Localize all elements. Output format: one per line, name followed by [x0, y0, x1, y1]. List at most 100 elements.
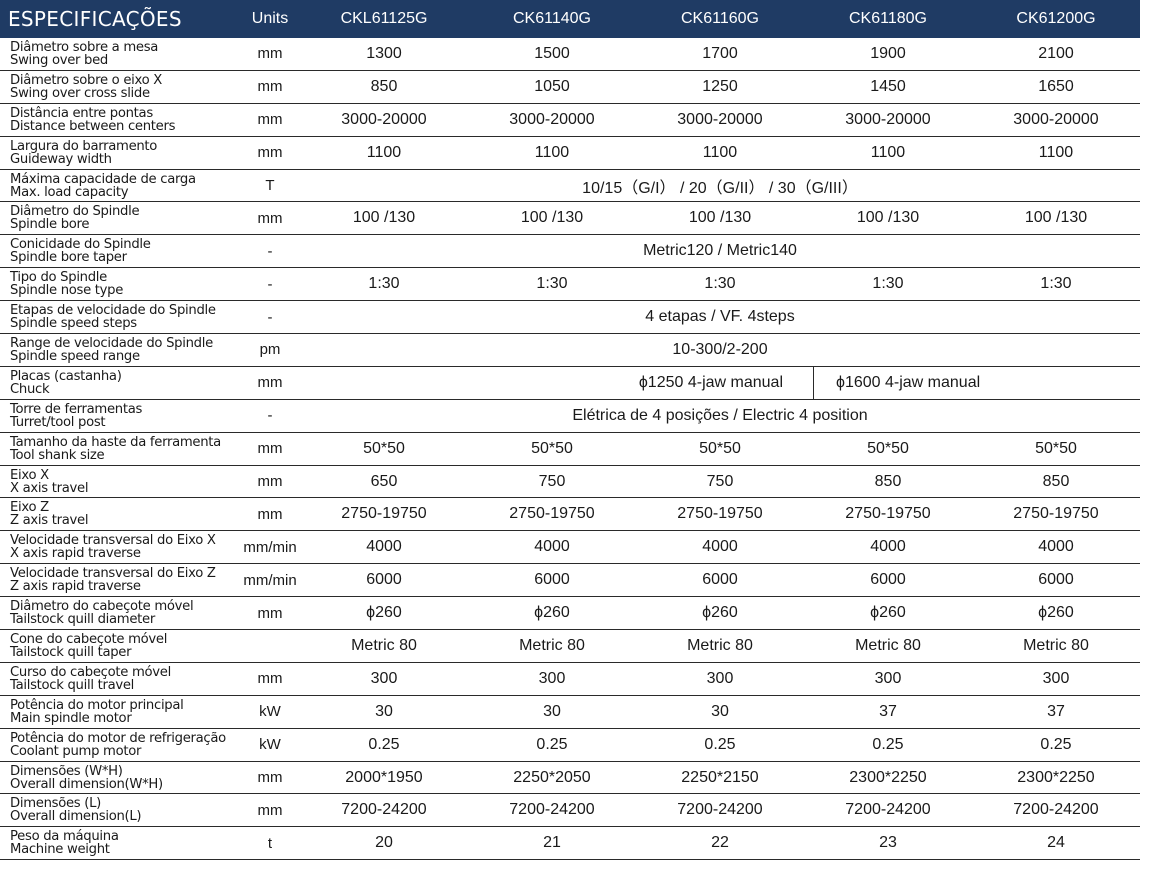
value-cell: ϕ260: [1038, 604, 1074, 622]
value-cell: 1:30: [536, 275, 568, 293]
spec-table: ESPECIFICAÇÕES Units CKL61125G CK61140G …: [0, 0, 1140, 861]
value-cell: 100 /130: [1024, 209, 1088, 227]
parameter-pt: Range de velocidade do Spindle: [10, 335, 213, 351]
header-model-4: CK61180G: [849, 10, 927, 27]
table-row: Curso do cabeçote móvel Tailstock quill t…: [0, 663, 1140, 696]
row-unit: -: [267, 407, 273, 425]
value-cell: 300: [1042, 669, 1070, 687]
table-body: Diâmetro sobre a mesa Swing over bed mm 130…: [0, 38, 1140, 861]
value-cell: 50*50: [531, 439, 573, 457]
value-cell: 7200-24200: [1013, 801, 1099, 819]
parameter-pt: Eixo X: [10, 467, 49, 483]
value-cell: 1100: [702, 143, 738, 161]
parameter-pt: Diâmetro do cabeçote móvel: [10, 599, 194, 615]
parameter-pt: Diâmetro sobre a mesa: [10, 39, 159, 55]
parameter-pt: Etapas de velocidade do Spindle: [10, 303, 216, 319]
table-row: Diâmetro do Spindle Spindle bore mm 100 /13…: [0, 202, 1140, 236]
value-cell: 2000*1950: [345, 768, 423, 786]
value-cell: 850: [874, 472, 902, 490]
row-unit: -: [267, 242, 273, 260]
value-cell: 2750-19750: [509, 505, 595, 523]
table-row: Diâmetro sobre o eixo X Swing over cross …: [0, 71, 1140, 104]
value-cell: 1700: [702, 44, 738, 62]
value-cell: 37: [879, 702, 897, 720]
row-unit: -: [267, 275, 273, 293]
spanning-value: Metric120 / Metric140: [643, 242, 797, 260]
row-parameter: Máxima capacidade de carga Max. load capa…: [0, 172, 240, 198]
parameter-en: Turret/tool post: [10, 414, 106, 430]
row-unit: mm: [257, 374, 283, 392]
value-cell: Metric 80: [1023, 636, 1089, 654]
value-cell: 100 /130: [688, 209, 752, 227]
value-cell: 850: [1042, 472, 1070, 490]
row-parameter: Torre de ferramentas Turret/tool post: [0, 403, 240, 429]
value-cell: ϕ260: [366, 604, 402, 622]
row-unit: mm: [257, 505, 283, 523]
value-cell: 2750-19750: [677, 505, 763, 523]
table-row: Largura do barramento Guideway width mm 110…: [0, 137, 1140, 170]
value-cell: 1:30: [704, 275, 736, 293]
value-cell: 6000: [1038, 571, 1074, 589]
parameter-pt: Peso da máquina: [10, 829, 119, 845]
row-unit: mm: [257, 604, 283, 622]
parameter-en: Swing over cross slide: [10, 85, 150, 101]
header-model-1: CKL61125G: [340, 10, 428, 27]
row-parameter: Tamanho da haste da ferramenta Tool shank…: [0, 436, 240, 462]
row-unit: kW: [259, 703, 281, 721]
value-cell: 1250: [702, 77, 738, 95]
parameter-en: X axis rapid traverse: [10, 546, 141, 562]
row-parameter: Peso da máquina Machine weight: [0, 830, 240, 856]
value-cell: 750: [706, 472, 734, 490]
parameter-en: Main spindle motor: [10, 710, 132, 726]
table-row: Torre de ferramentas Turret/tool post - Elé…: [0, 400, 1140, 433]
spanning-value: 4 etapas / VF. 4steps: [645, 308, 795, 326]
row-unit: kW: [259, 736, 281, 754]
parameter-pt: Curso do cabeçote móvel: [10, 664, 171, 680]
parameter-pt: Diâmetro sobre o eixo X: [10, 72, 162, 88]
value-cell: 300: [874, 669, 902, 687]
parameter-pt: Eixo Z: [10, 500, 49, 516]
parameter-en: Guideway width: [10, 151, 112, 167]
parameter-en: Distance between centers: [10, 118, 176, 134]
row-unit: mm: [257, 78, 283, 96]
parameter-en: Swing over bed: [10, 52, 108, 68]
value-cell: 1:30: [1040, 275, 1072, 293]
parameter-en: Machine weight: [10, 842, 110, 858]
value-cell: Metric 80: [855, 636, 921, 654]
value-cell: 50*50: [699, 439, 741, 457]
value-cell: 100 /130: [520, 209, 584, 227]
row-parameter: Placas (castanha) Chuck: [0, 370, 240, 396]
table-row: Cone do cabeçote móvel Tailstock quill ta…: [0, 630, 1140, 663]
header-unit: Units: [251, 10, 289, 27]
parameter-en: Overall dimension(L): [10, 809, 142, 825]
chuck-values: ϕ1250 4-jaw manual ϕ1600 4-jaw manual: [300, 366, 1140, 399]
value-cell: 750: [538, 472, 566, 490]
row-unit: mm: [257, 209, 283, 227]
row-parameter: Range de velocidade do Spindle Spindle sp…: [0, 337, 240, 363]
value-cell: 2750-19750: [341, 505, 427, 523]
value-cell: 4000: [870, 538, 906, 556]
value-cell: 1100: [870, 143, 906, 161]
value-cell: 30: [543, 702, 561, 720]
parameter-en: X axis travel: [10, 480, 89, 496]
parameter-en: Spindle speed steps: [10, 316, 137, 332]
parameter-pt: Placas (castanha): [10, 368, 122, 384]
table-row: Conicidade do Spindle Spindle bore taper -…: [0, 235, 1140, 269]
value-cell: ϕ260: [534, 604, 570, 622]
row-unit: -: [267, 308, 273, 326]
header-param: ESPECIFICAÇÕES: [8, 6, 182, 31]
row-parameter: Tipo do Spindle Spindle nose type: [0, 271, 240, 297]
value-cell: 1100: [366, 143, 402, 161]
value-cell: 6000: [366, 571, 402, 589]
value-cell: 1500: [534, 44, 570, 62]
value-cell: 30: [711, 702, 729, 720]
value-cell: 1:30: [368, 275, 400, 293]
row-parameter: Diâmetro do cabeçote móvel Tailstock quil…: [0, 600, 240, 626]
parameter-en: Spindle nose type: [10, 283, 124, 299]
value-cell: 24: [1047, 834, 1065, 852]
value-cell: 0.25: [368, 735, 400, 753]
